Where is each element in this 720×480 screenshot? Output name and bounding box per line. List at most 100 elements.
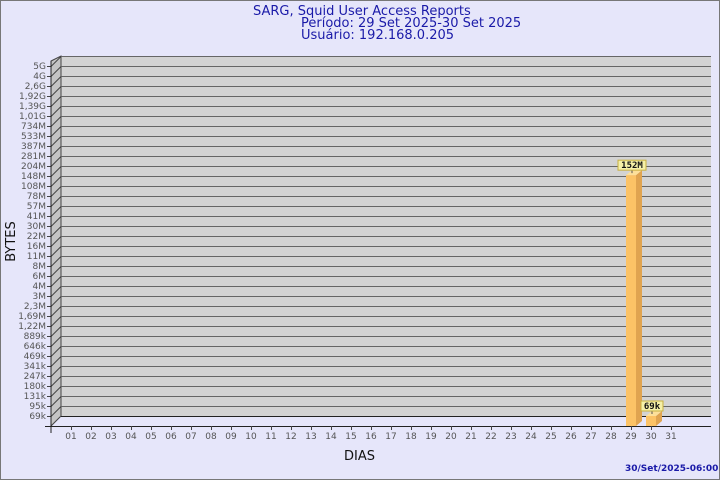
- x-tick-label: 03: [105, 432, 116, 442]
- x-tick-label: 04: [125, 432, 137, 442]
- chart-title: SARG, Squid User Access Reports: [253, 4, 471, 19]
- x-tick-label: 20: [445, 432, 457, 442]
- y-tick-label: 1,01G: [19, 112, 46, 122]
- y-tick-label: 387M: [21, 142, 46, 152]
- data-label-box: [617, 159, 647, 171]
- timestamp: 30/Set/2025-06:00: [625, 464, 719, 474]
- y-tick-label: 889k: [24, 332, 47, 342]
- x-tick-label: 11: [265, 432, 276, 442]
- y-tick-label: 469k: [24, 352, 47, 362]
- x-tick-label: 17: [385, 432, 396, 442]
- y-tick-slant: [50, 216, 62, 227]
- y-tick-label: 4M: [33, 282, 47, 292]
- y-tick-slant: [50, 366, 62, 377]
- y-tick-slant: [50, 146, 62, 157]
- chart-user: Usuário: 192.168.0.205: [301, 28, 455, 43]
- x-tick-label: 29: [625, 432, 637, 442]
- y-tick-slant: [50, 136, 62, 147]
- y-tick-slant: [50, 406, 62, 417]
- y-tick-label: 69k: [29, 412, 46, 422]
- y-tick-label: 78M: [27, 192, 46, 202]
- bar-side: [636, 170, 642, 426]
- y-tick-label: 41M: [27, 212, 46, 222]
- y-tick-slant: [50, 106, 62, 117]
- x-tick-label: 12: [285, 432, 296, 442]
- x-tick-label: 19: [425, 432, 437, 442]
- y-tick-label: 131k: [24, 392, 47, 402]
- x-tick-label: 16: [365, 432, 377, 442]
- y-tick-label: 1,92G: [19, 92, 46, 102]
- x-tick-label: 13: [305, 432, 316, 442]
- y-tick-label: 4G: [33, 72, 46, 82]
- x-axis-label: DIAS: [344, 449, 375, 464]
- y-tick-label: 1,22M: [18, 322, 46, 332]
- y-tick-slant: [50, 96, 62, 107]
- y-tick-label: 16M: [27, 242, 46, 252]
- y-tick-slant: [50, 266, 62, 277]
- y-tick-label: 3M: [33, 292, 47, 302]
- y-tick-label: 734M: [21, 122, 46, 132]
- y-tick-slant: [50, 186, 62, 197]
- x-tick-label: 15: [345, 432, 356, 442]
- x-tick-label: 09: [225, 432, 237, 442]
- chart-period: Período: 29 Set 2025-30 Set 2025: [301, 16, 522, 31]
- y-tick-slant: [50, 306, 62, 317]
- y-tick-label: 533M: [21, 132, 46, 142]
- y-tick-slant: [50, 226, 62, 237]
- y-tick-label: 247k: [24, 372, 47, 382]
- x-tick-label: 01: [65, 432, 76, 442]
- y-tick-label: 341k: [24, 362, 47, 372]
- y-tick-label: 95k: [29, 402, 46, 412]
- y-tick-slant: [50, 386, 62, 397]
- x-tick-label: 30: [645, 432, 657, 442]
- x-tick-label: 27: [585, 432, 596, 442]
- y-tick-slant: [50, 376, 62, 387]
- y-tick-slant: [50, 56, 62, 67]
- y-tick-slant: [50, 196, 62, 207]
- y-tick-slant: [50, 286, 62, 297]
- y-tick-slant: [50, 256, 62, 267]
- x-tick-label: 07: [185, 432, 196, 442]
- x-tick-label: 26: [565, 432, 577, 442]
- bar: [646, 416, 656, 426]
- x-tick-label: 21: [465, 432, 476, 442]
- y-tick-slant: [50, 86, 62, 97]
- y-tick-label: 108M: [21, 182, 46, 192]
- y-tick-label: 204M: [21, 162, 46, 172]
- y-tick-slant: [50, 176, 62, 187]
- y-tick-slant: [50, 316, 62, 327]
- y-tick-label: 5G: [33, 62, 46, 72]
- bar-top: [646, 411, 662, 416]
- y-tick-slant: [50, 126, 62, 137]
- bar-top: [626, 170, 642, 176]
- x-tick-label: 14: [325, 432, 337, 442]
- x-tick-label: 24: [525, 432, 537, 442]
- y-tick-label: 30M: [27, 222, 46, 232]
- data-label: 69k: [644, 402, 661, 412]
- data-label-box: [640, 400, 664, 412]
- y-tick-slant: [50, 396, 62, 407]
- y-tick-slant: [50, 206, 62, 217]
- y-tick-label: 2,6G: [25, 82, 46, 92]
- y-tick-label: 6M: [33, 272, 47, 282]
- y-tick-slant: [50, 76, 62, 87]
- y-tick-label: 1,69M: [18, 312, 46, 322]
- x-tick-label: 28: [605, 432, 617, 442]
- x-tick-label: 10: [245, 432, 257, 442]
- x-tick-label: 05: [145, 432, 156, 442]
- y-tick-slant: [50, 156, 62, 167]
- y-tick-slant: [50, 166, 62, 177]
- x-tick-label: 22: [485, 432, 496, 442]
- y-tick-slant: [50, 336, 62, 347]
- y-tick-slant: [50, 276, 62, 287]
- y-tick-slant: [50, 346, 62, 357]
- x-tick-label: 25: [545, 432, 556, 442]
- x-tick-label: 06: [165, 432, 177, 442]
- x-tick-label: 18: [405, 432, 417, 442]
- x-tick-label: 08: [205, 432, 217, 442]
- data-label: 152M: [621, 161, 643, 171]
- y-tick-slant: [50, 116, 62, 127]
- x-tick-label: 02: [85, 432, 96, 442]
- y-tick-slant: [50, 326, 62, 337]
